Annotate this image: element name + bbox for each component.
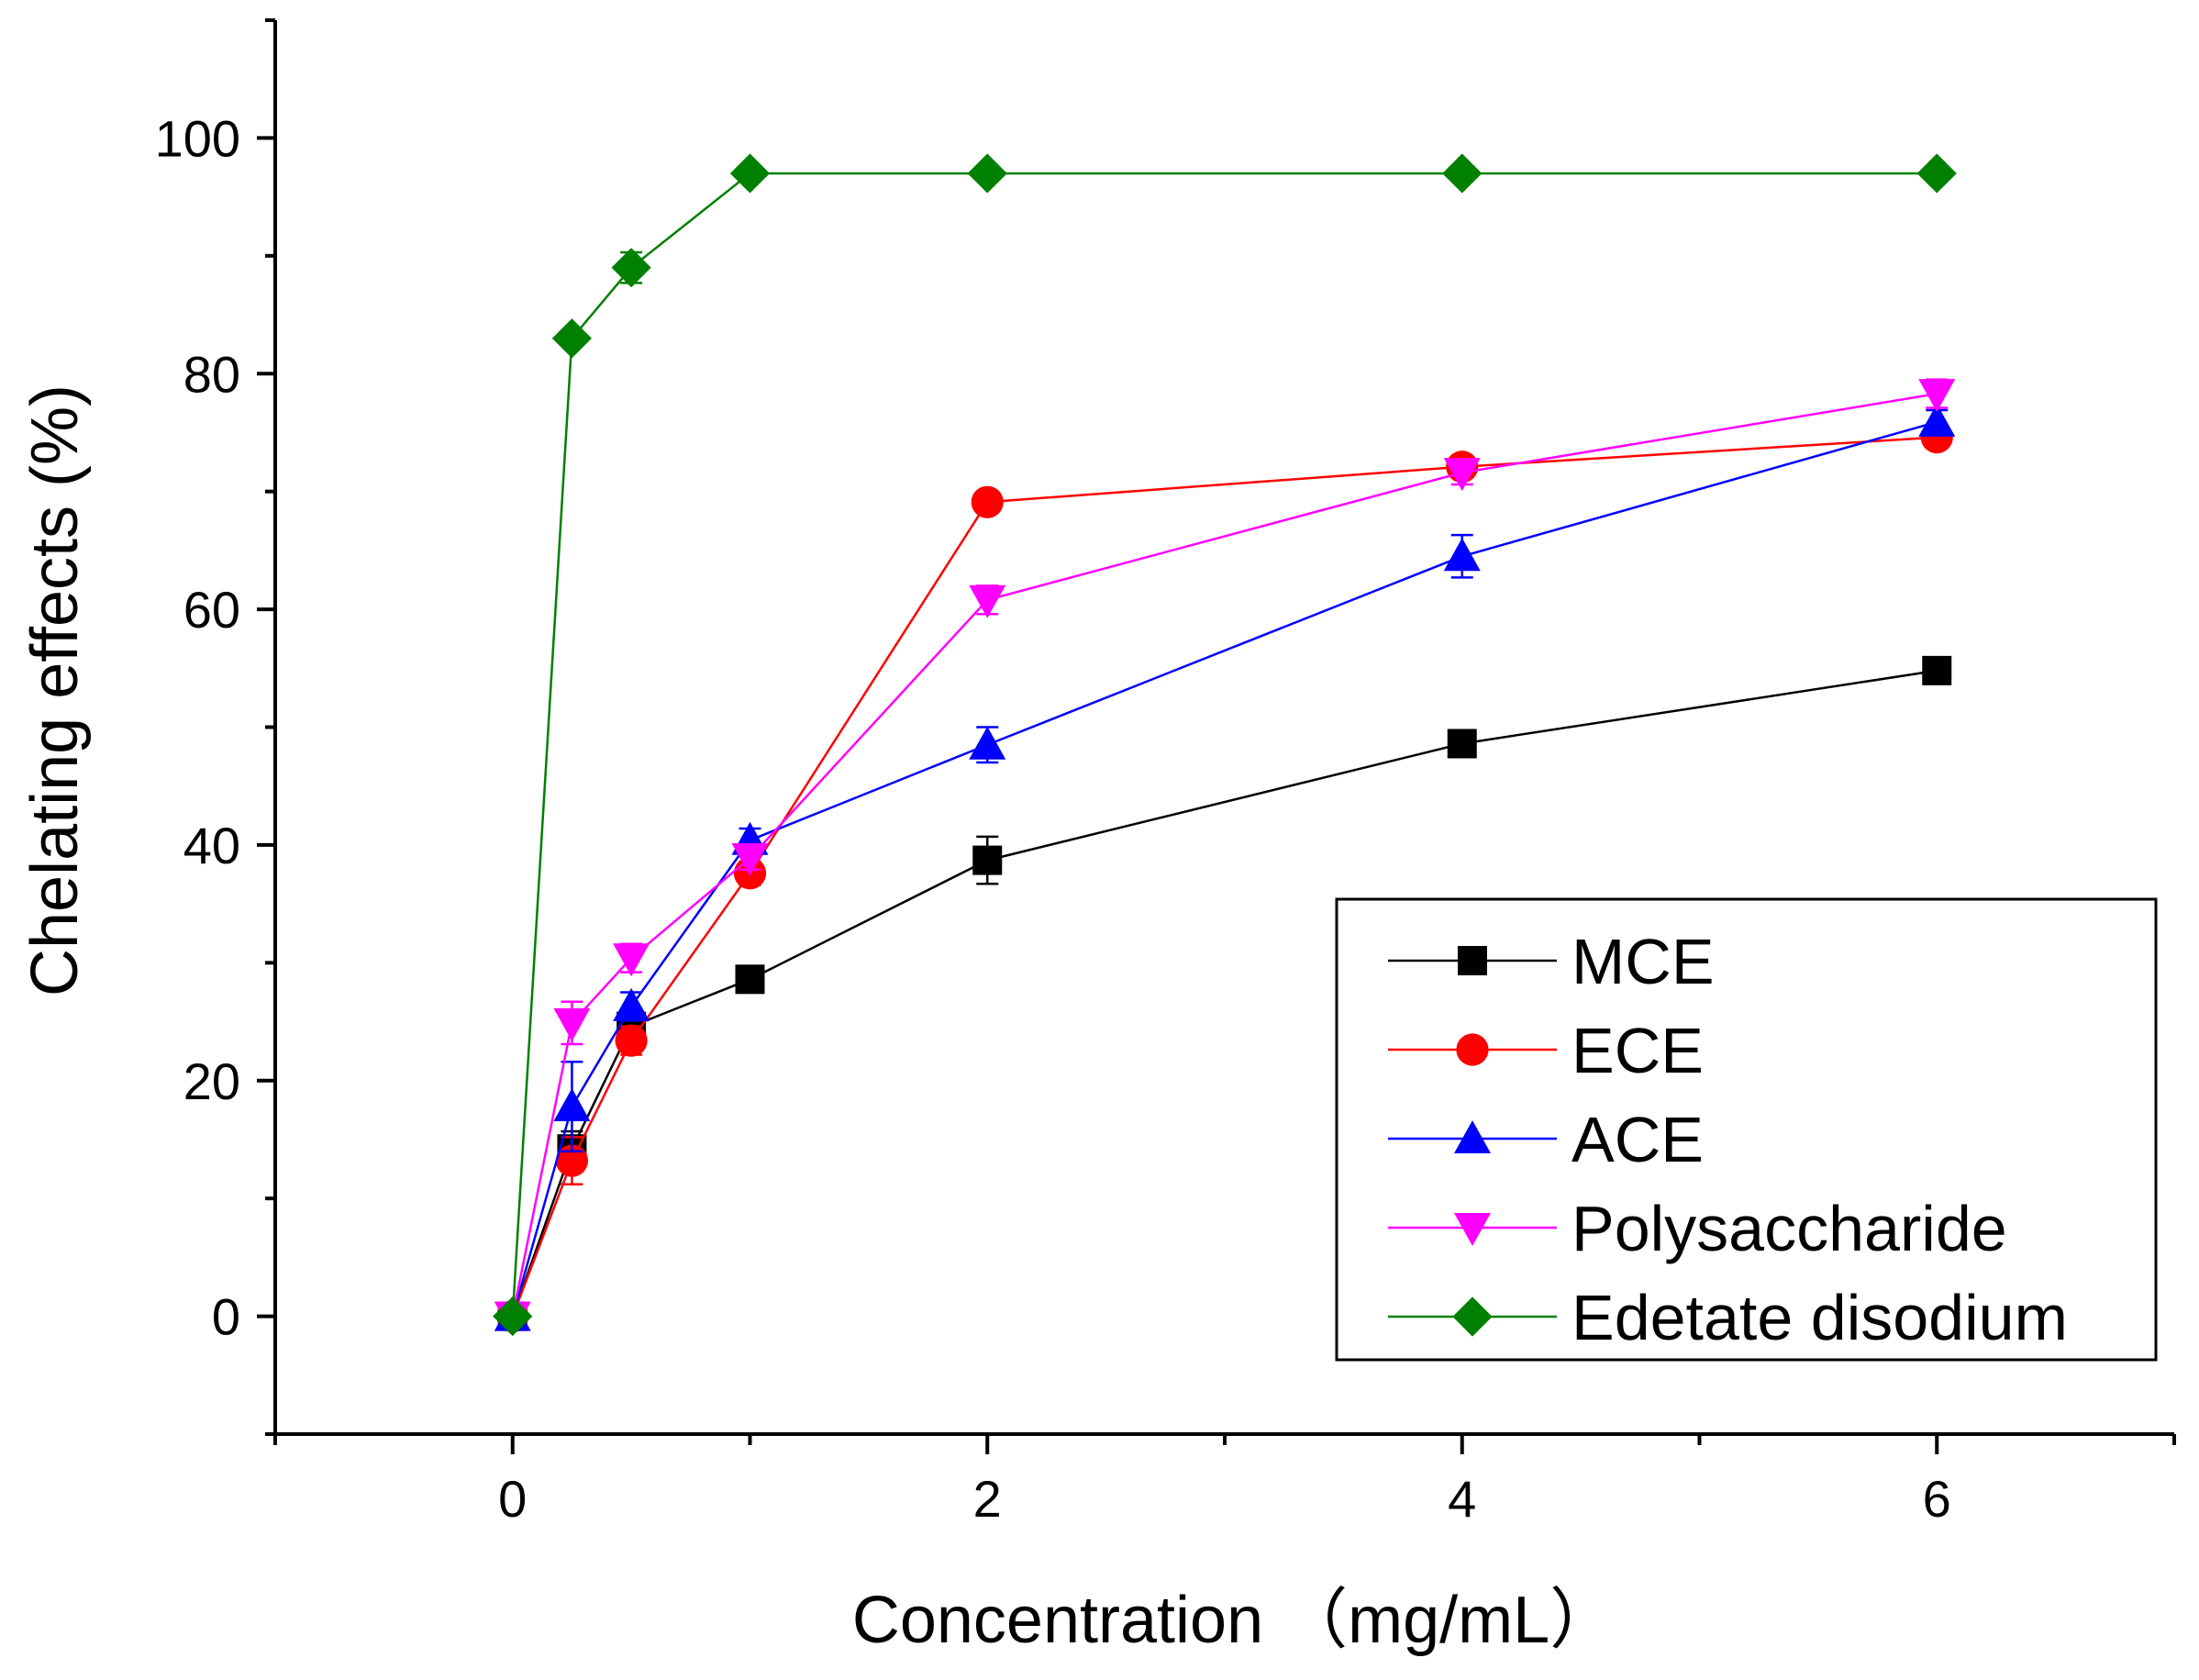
- legend-marker: [1456, 1033, 1489, 1066]
- data-point: [553, 1088, 591, 1122]
- data-point: [1916, 153, 1957, 194]
- y-tick-label: 80: [183, 345, 240, 403]
- legend-label: Polysaccharide: [1572, 1193, 2007, 1264]
- data-point: [1447, 729, 1477, 759]
- y-tick-label: 0: [212, 1288, 240, 1346]
- x-tick-label: 0: [498, 1470, 527, 1528]
- data-point: [555, 1144, 589, 1177]
- y-tick-label: 100: [155, 109, 240, 167]
- legend-entry-ace: ACE: [1388, 1104, 1704, 1175]
- y-tick-label: 20: [183, 1052, 240, 1110]
- y-axis-title: Chelating effects (%): [18, 384, 92, 996]
- legend-entry-mce: MCE: [1388, 926, 1715, 997]
- legend-label: MCE: [1572, 926, 1715, 997]
- data-point: [1442, 153, 1483, 194]
- data-point: [969, 726, 1006, 760]
- legend-entry-ece: ECE: [1388, 1015, 1704, 1086]
- legend-label: ACE: [1572, 1104, 1704, 1175]
- data-point: [972, 845, 1003, 875]
- x-tick-label: 4: [1448, 1470, 1476, 1528]
- data-point: [967, 153, 1007, 194]
- legend-entry-edetate-disodium: Edetate disodium: [1388, 1282, 2068, 1353]
- data-point: [1922, 655, 1952, 685]
- x-axis-title: Concentration （mg/mL）: [852, 1584, 1616, 1657]
- legend-marker: [1454, 1120, 1491, 1153]
- legend-marker: [1452, 1296, 1493, 1337]
- series-layer: [493, 153, 1957, 1337]
- data-point: [1443, 458, 1481, 492]
- series-edetate-disodium: [493, 153, 1957, 1337]
- x-tick-label: 2: [973, 1470, 1002, 1528]
- data-point: [493, 1296, 533, 1337]
- y-tick-label: 60: [183, 581, 240, 639]
- y-tick-label: 40: [183, 817, 240, 874]
- data-point: [615, 1024, 648, 1057]
- data-point: [735, 964, 765, 995]
- tick-marks: [257, 18, 2176, 1454]
- legend-label: ECE: [1572, 1015, 1704, 1086]
- data-point: [1443, 538, 1481, 572]
- data-point: [971, 485, 1004, 518]
- legend-label: Edetate disodium: [1572, 1282, 2068, 1353]
- data-point: [731, 843, 769, 877]
- data-point: [611, 248, 651, 288]
- data-point: [551, 318, 593, 359]
- data-point: [729, 153, 771, 194]
- data-point: [969, 584, 1006, 618]
- data-point: [1918, 403, 1956, 437]
- legend-marker: [1458, 946, 1487, 975]
- data-point: [613, 987, 650, 1021]
- data-point: [553, 1007, 591, 1041]
- x-tick-label: 6: [1923, 1470, 1951, 1528]
- data-point: [1918, 379, 1956, 413]
- legend: MCE ECE ACE Polysaccharide Edetate disodium: [1335, 897, 2158, 1362]
- legend-marker: [1454, 1213, 1491, 1246]
- tick-labels: 0 20 40 60 80 100 0 2 4 6: [155, 109, 1951, 1528]
- data-point: [613, 943, 650, 977]
- legend-entry-polysaccharide: Polysaccharide: [1388, 1193, 2007, 1264]
